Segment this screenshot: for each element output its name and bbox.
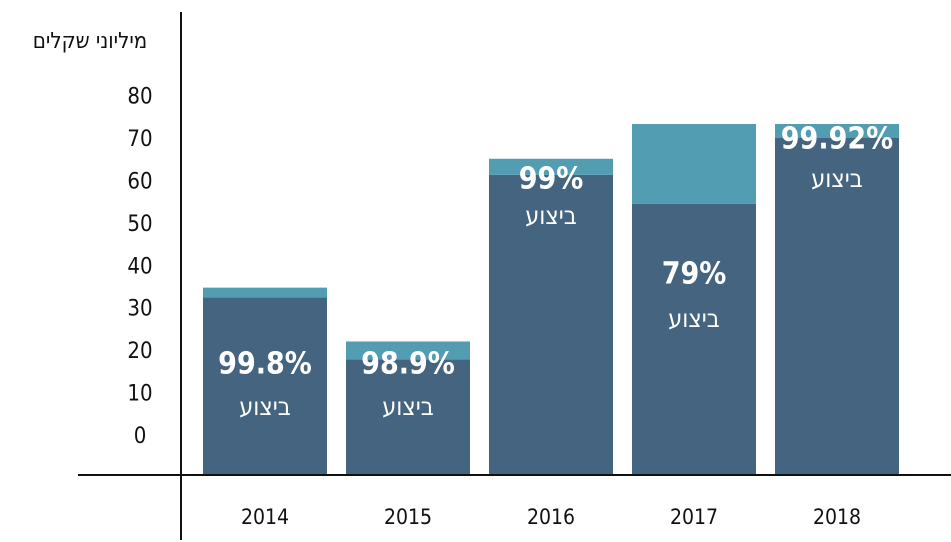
bar-segment [203, 297, 327, 475]
bar-label-sub: ביצוע [811, 164, 863, 193]
bar-segment [632, 124, 756, 204]
x-tick-label: 2016 [527, 505, 575, 529]
bar-label-sub: ביצוע [668, 304, 720, 333]
y-tick-label: 40 [127, 254, 152, 279]
bar-label: 99.8% [218, 347, 312, 382]
bar-segment [346, 341, 470, 360]
x-tick-label: 2015 [384, 505, 432, 529]
y-tick-label: 60 [127, 170, 152, 195]
bar-label-sub: ביצוע [525, 201, 577, 230]
bar-label: 79% [662, 257, 727, 292]
x-tick-label: 2017 [670, 505, 718, 529]
bar-label: 99.92% [781, 122, 893, 157]
y-tick-label: 0 [134, 424, 147, 449]
bar-segment [489, 158, 613, 175]
x-tick-label: 2018 [813, 505, 861, 529]
y-tick-label: 70 [127, 127, 152, 152]
bar-segment [775, 137, 899, 475]
bar-segment [632, 203, 756, 475]
bar-label-sub: ביצוע [382, 392, 434, 421]
y-axis-label: מיליוני שקלים [33, 29, 147, 54]
y-tick-label: 50 [127, 212, 152, 237]
bar-label: 98.9% [361, 347, 455, 382]
bar-segment [775, 124, 899, 138]
y-tick-label: 10 [127, 381, 152, 406]
y-tick-label: 20 [127, 339, 152, 364]
bar-segment [489, 174, 613, 475]
bar-segment [203, 287, 327, 298]
bar-segment [346, 359, 470, 475]
y-tick-label: 80 [127, 85, 152, 110]
x-tick-label: 2014 [241, 505, 289, 529]
y-tick-label: 30 [127, 297, 152, 322]
bar-label: 99% [519, 162, 584, 197]
bar-label-sub: ביצוע [239, 392, 291, 421]
